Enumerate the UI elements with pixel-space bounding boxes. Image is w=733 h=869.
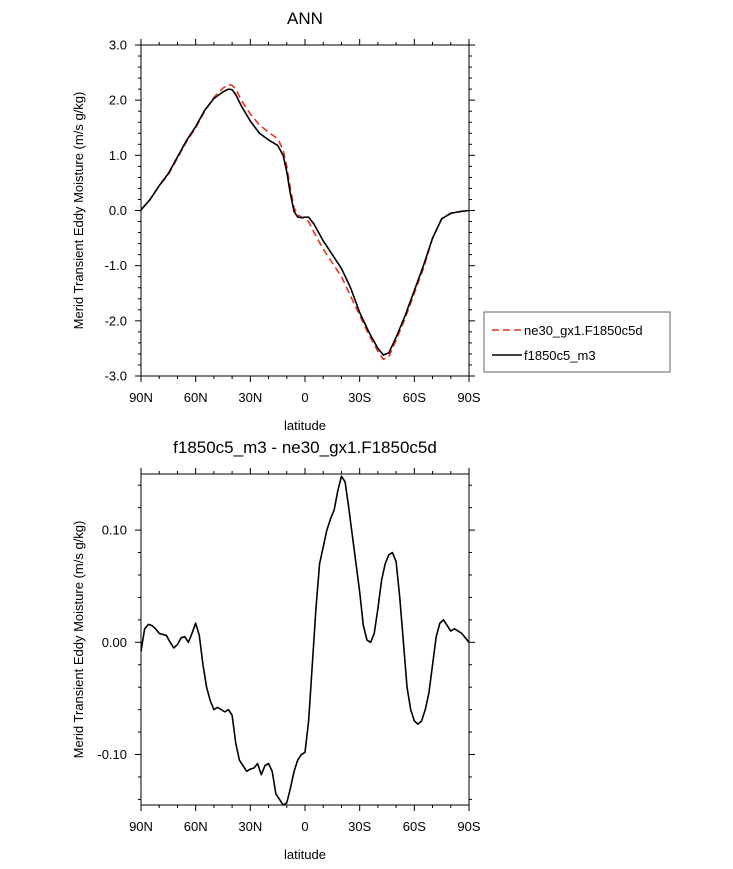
x-tick-label: 90S <box>457 819 480 834</box>
series-line-0 <box>140 83 470 361</box>
panel-annual: ANN 90N 60N 30N 0 30S 60S 90S 3.0 2.0 1.0 0.0 -1.0 -2… <box>71 9 671 433</box>
legend-entry: f1850c5_m3 <box>524 348 596 363</box>
x-tick-label: 30S <box>348 390 371 405</box>
x-tick-label: 60S <box>403 819 426 834</box>
y-tick-label: -1.0 <box>105 258 127 273</box>
x-tick-label: 90S <box>457 390 480 405</box>
y-tick-label: 0.10 <box>102 523 127 538</box>
x-tick-label: 0 <box>301 819 308 834</box>
panel-difference: f1850c5_m3 - ne30_gx1.F1850c5d 90N 60N 30N 0… <box>71 438 481 862</box>
x-tick-label: 60S <box>403 390 426 405</box>
y-tick-label: 0.00 <box>102 635 127 650</box>
legend-entry: ne30_gx1.F1850c5d <box>524 323 643 338</box>
legend-box <box>483 311 671 373</box>
y-tick-label: -3.0 <box>105 369 127 384</box>
series-line-0 <box>140 475 470 806</box>
y-axis-label: Merid Transient Eddy Moisture (m/s g/kg) <box>71 521 86 759</box>
y-tick-label: 1.0 <box>109 148 127 163</box>
chart-title: ANN <box>287 9 323 28</box>
y-tick-label: -2.0 <box>105 313 127 328</box>
series-line-1 <box>140 88 470 356</box>
y-tick-label: -0.10 <box>97 747 127 762</box>
y-tick-label: 0.0 <box>109 203 127 218</box>
x-tick-label: 60N <box>184 390 208 405</box>
x-tick-label: 90N <box>129 390 153 405</box>
x-tick-label: 30S <box>348 819 371 834</box>
chart-title: f1850c5_m3 - ne30_gx1.F1850c5d <box>173 438 437 457</box>
x-axis-label: latitude <box>284 847 326 862</box>
plot-frame <box>140 44 470 377</box>
x-tick-label: 0 <box>301 390 308 405</box>
x-axis-label: latitude <box>284 418 326 433</box>
y-axis-label: Merid Transient Eddy Moisture (m/s g/kg) <box>71 92 86 330</box>
x-tick-label: 90N <box>129 819 153 834</box>
y-tick-label: 3.0 <box>109 38 127 53</box>
x-tick-label: 30N <box>238 819 262 834</box>
x-tick-label: 30N <box>238 390 262 405</box>
y-tick-label: 2.0 <box>109 93 127 108</box>
x-tick-label: 60N <box>184 819 208 834</box>
